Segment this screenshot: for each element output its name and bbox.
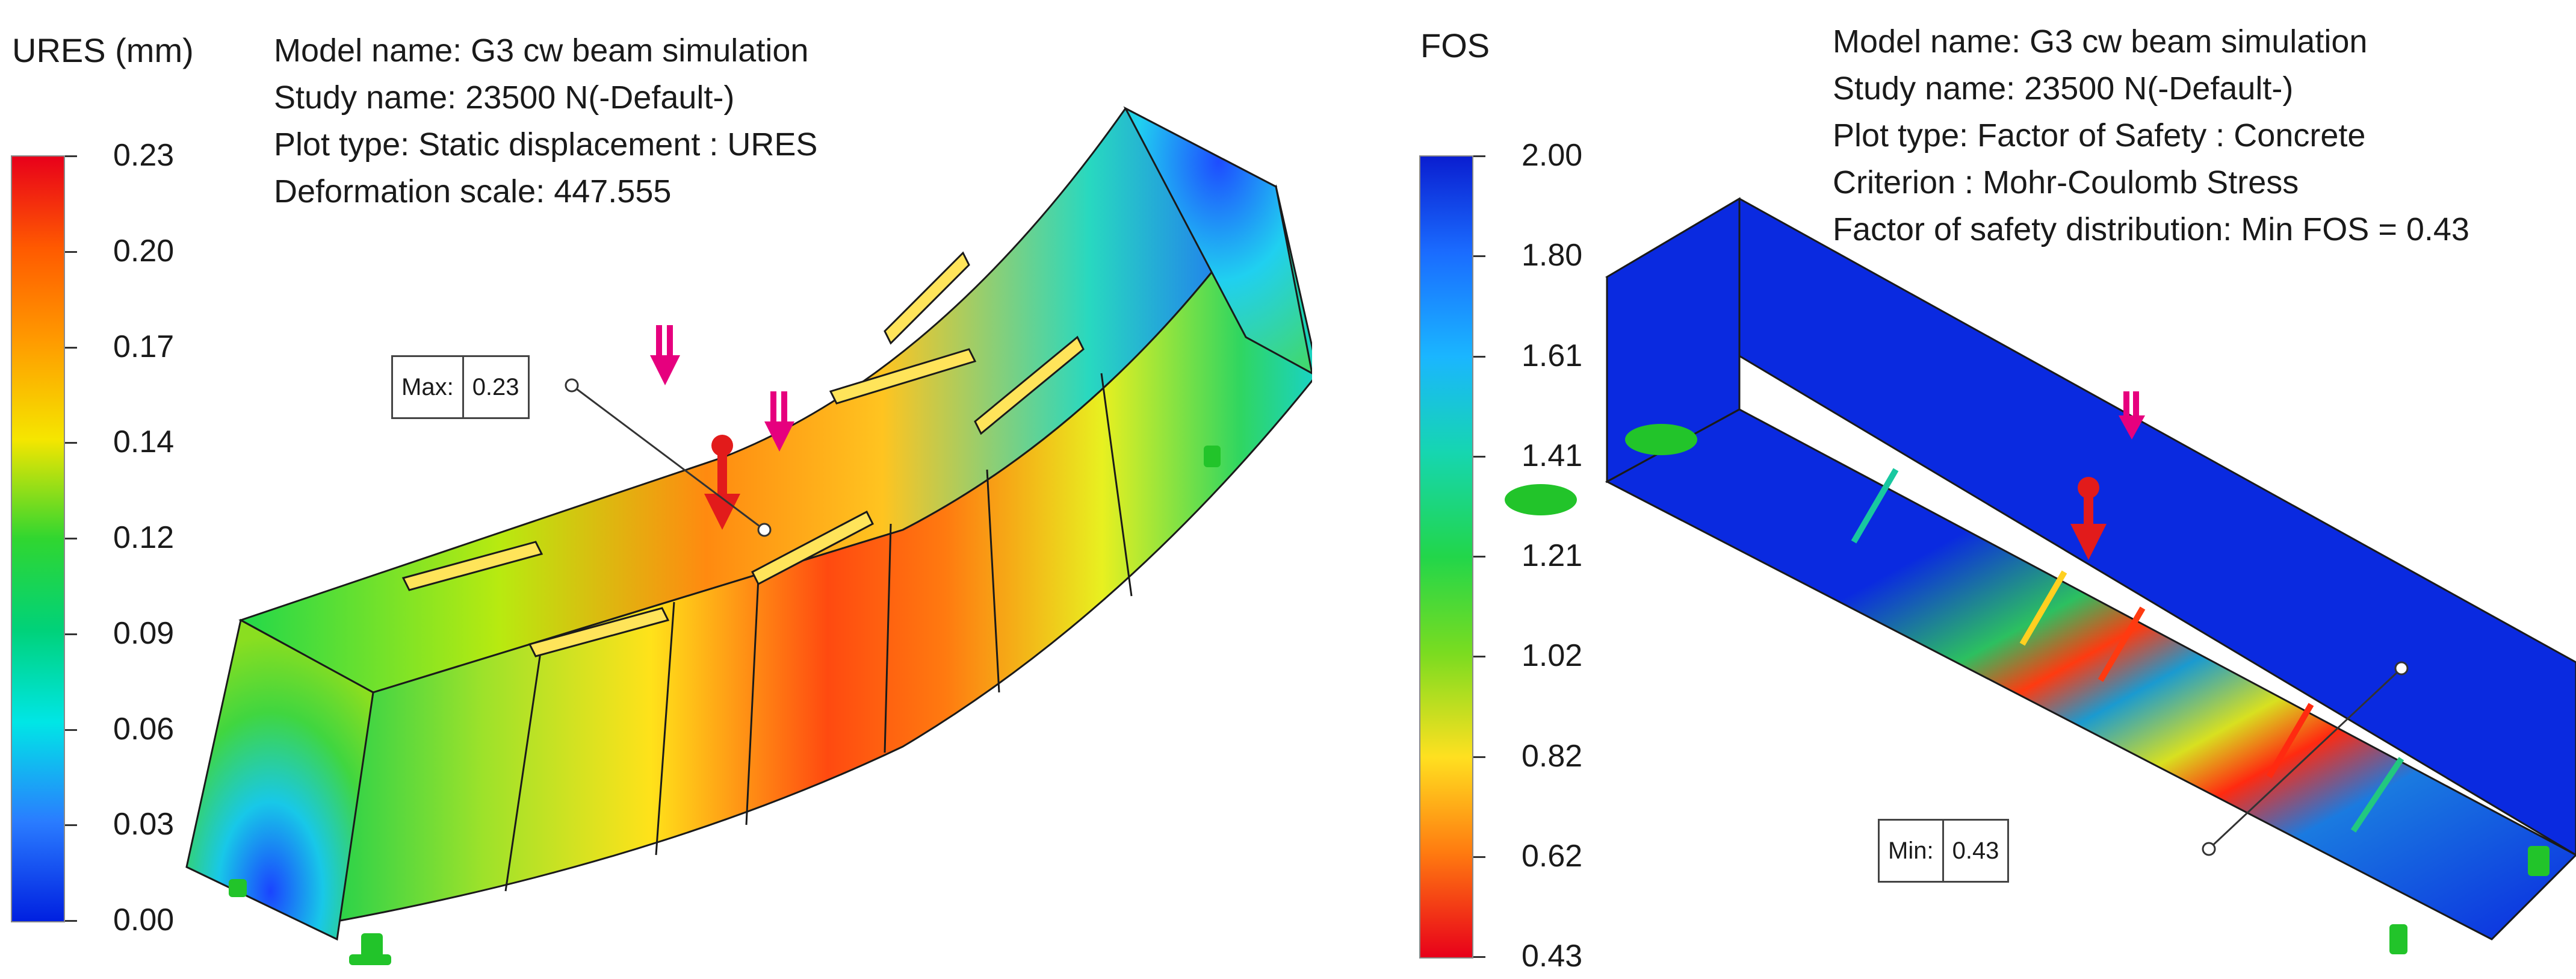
tick-label: 0.06: [113, 711, 175, 747]
legend-title: URES (mm): [12, 31, 194, 69]
info-line: Study name: 23500 N(-Default-): [274, 79, 735, 116]
tick-mark: [1473, 556, 1485, 558]
tick-label: 1.02: [1522, 638, 1583, 674]
tick-mark: [1473, 856, 1485, 858]
beam-model-view: [185, 106, 1312, 965]
tick-mark: [65, 155, 77, 157]
tick-mark: [1473, 656, 1485, 658]
tick-mark: [1473, 756, 1485, 758]
tick-label: 0.03: [113, 807, 175, 842]
callout-label: Max:: [401, 373, 454, 400]
tick-mark: [1473, 355, 1485, 358]
tick-mark: [65, 633, 77, 635]
tick-mark: [65, 920, 77, 922]
tick-label: 1.21: [1522, 538, 1583, 573]
tick-mark: [1473, 255, 1485, 258]
info-line: Plot type: Factor of Safety : Concrete: [1833, 117, 2366, 154]
legend-title: FOS: [1420, 26, 1490, 64]
callout-leader: [2208, 667, 2403, 850]
tick-label: 0.20: [113, 233, 175, 269]
tick-label: 0.12: [113, 520, 175, 555]
stiffener-slots: [401, 251, 1085, 657]
info-line: Model name: G3 cw beam simulation: [274, 33, 809, 69]
info-line: Factor of safety distribution: Min FOS =…: [1833, 211, 2469, 247]
tick-mark: [1473, 455, 1485, 458]
beam-bottom-face: [1605, 408, 2576, 940]
tick-mark: [65, 250, 77, 253]
callout-value: 0.23: [462, 357, 528, 417]
load-arrows: [2070, 391, 2145, 560]
tick-label: 1.41: [1522, 438, 1583, 473]
beam-model-view: [1505, 197, 2576, 954]
tick-label: 0.17: [113, 329, 175, 364]
min-callout: Min: 0.43: [1878, 819, 2010, 883]
tick-label: 0.09: [113, 615, 175, 651]
beam-right-end-face: [1123, 106, 1312, 375]
load-arrows: [650, 325, 794, 530]
tick-mark: [1473, 956, 1485, 958]
tick-mark: [65, 538, 77, 539]
tick-label: 0.14: [113, 424, 175, 460]
info-line: Deformation scale: 447.555: [274, 173, 672, 210]
max-callout: Max: 0.23: [391, 355, 530, 419]
tick-label: 1.61: [1522, 338, 1583, 373]
fixture-icons: [229, 446, 1221, 965]
fos-colorbar: [1419, 155, 1473, 959]
info-line: Criterion : Mohr-Coulomb Stress: [1833, 164, 2299, 200]
tick-label: 0.62: [1522, 838, 1583, 874]
displacement-plot-panel: URES (mm) 0.23 0.20 0.17 0.14 0.12 0.09 0.06 0.…: [11, 31, 1312, 965]
tick-label: 2.00: [1522, 138, 1583, 173]
tick-label: 0.82: [1522, 738, 1583, 774]
segment-lines: [504, 373, 1133, 892]
fos-plot-panel: FOS 2.00 1.80 1.61 1.41 1.21 1.02 0.82 0.62 0.43…: [1396, 0, 2576, 979]
callout-leader: [571, 384, 765, 531]
info-line: Plot type: Static displacement : URES: [274, 126, 818, 163]
tick-mark: [1473, 155, 1485, 157]
edge-lines: [1738, 199, 2576, 855]
tick-mark: [65, 442, 77, 444]
tick-mark: [65, 824, 77, 827]
tick-label: 0.43: [1522, 939, 1583, 974]
tick-mark: [65, 729, 77, 731]
beam-left-end-face: [185, 618, 374, 941]
tick-label: 1.80: [1522, 238, 1583, 273]
tick-label: 0.23: [113, 138, 175, 173]
info-line: Model name: G3 cw beam simulation: [1833, 23, 2368, 60]
tick-mark: [65, 346, 77, 349]
callout-value: 0.43: [1942, 821, 2008, 881]
displacement-colorbar: [11, 155, 65, 922]
beam-front-face: [336, 184, 1312, 922]
callout-label: Min:: [1888, 837, 1934, 864]
crack-bands: [1851, 468, 2404, 833]
tick-label: 0.00: [113, 903, 175, 937]
fixture-icons: [1505, 424, 2550, 954]
info-line: Study name: 23500 N(-Default-): [1833, 70, 2294, 107]
